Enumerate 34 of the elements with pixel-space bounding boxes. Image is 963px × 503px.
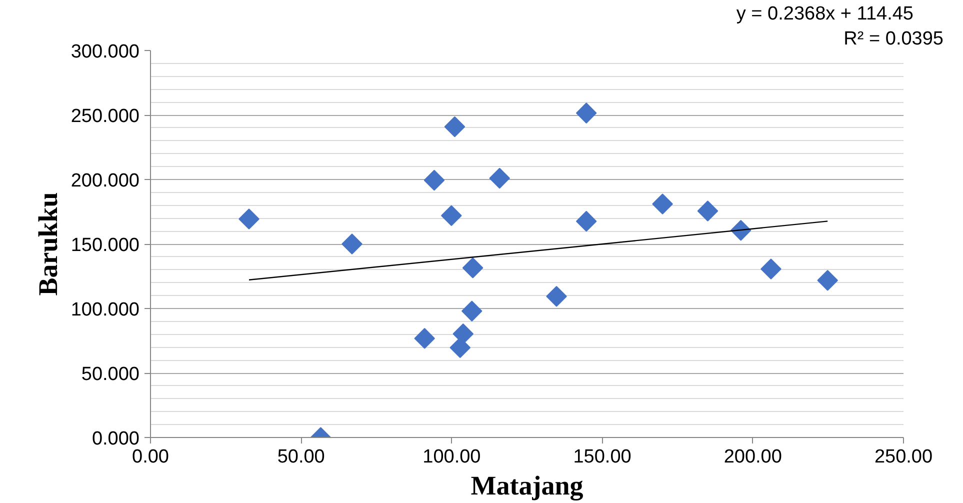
point [576, 210, 597, 232]
point [238, 208, 260, 230]
point [489, 168, 510, 189]
point [441, 205, 462, 226]
x-tick-label: 0.00 [132, 446, 169, 468]
point [461, 300, 482, 322]
text: R² = 0.0395 [844, 28, 944, 50]
x-tick-label: 200.00 [724, 446, 782, 468]
point [576, 102, 597, 124]
y-tick-label: 150.000 [70, 235, 140, 256]
y-tick-label: 0.000 [92, 428, 140, 450]
point [414, 328, 435, 349]
point [652, 194, 673, 214]
point [452, 324, 474, 344]
point [817, 270, 838, 291]
point [697, 200, 718, 222]
x-tick-label: 100.00 [422, 446, 481, 468]
y-tick-label: 50.000 [81, 364, 140, 385]
point [424, 170, 445, 191]
point [760, 258, 782, 280]
x-tick-label: 50.00 [277, 446, 325, 468]
text: y = 0.2368x + 114.45 [736, 4, 914, 24]
x-tick-label: 250.00 [874, 446, 933, 468]
x-axis-title: Matajang [470, 470, 584, 500]
y-axis-title: Barukku [32, 192, 63, 296]
point [546, 286, 567, 307]
x-tick-label: 150.00 [573, 446, 632, 468]
y-tick-label: 200.000 [70, 170, 140, 192]
y-tick-label: 100.000 [70, 300, 140, 320]
point [462, 257, 484, 278]
point [444, 116, 466, 138]
y-tick-label: 250.000 [70, 106, 140, 127]
y-tick-label: 300.000 [70, 42, 140, 62]
point [342, 234, 362, 254]
